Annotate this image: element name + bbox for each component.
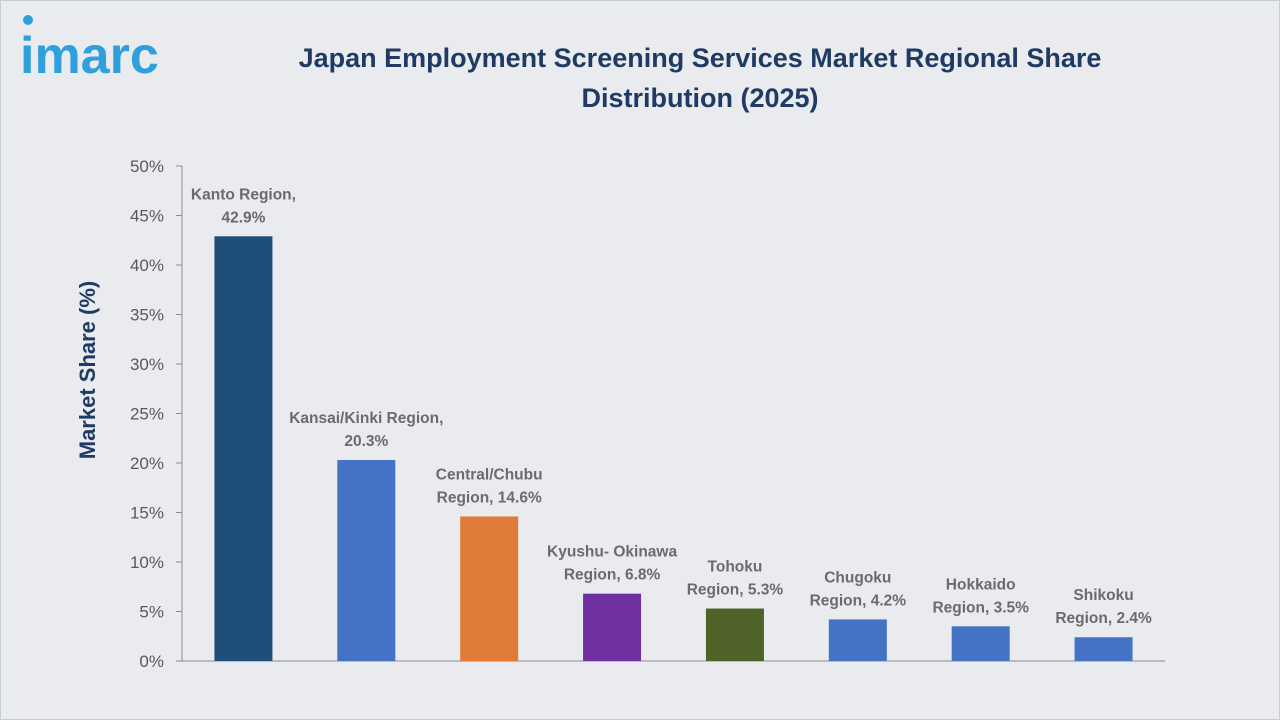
y-tick-label: 20%	[130, 454, 164, 473]
y-tick-label: 30%	[130, 355, 164, 374]
data-label-5: Region, 5.3%	[687, 582, 784, 599]
bar-7	[951, 626, 1010, 661]
data-label-6: Region, 4.2%	[810, 592, 907, 609]
logo-dot	[23, 15, 33, 25]
data-label-2: 20.3%	[344, 433, 388, 450]
data-label-2: Kansai/Kinki Region,	[289, 410, 443, 427]
bar-5	[705, 608, 764, 661]
chart-title-line-1: Japan Employment Screening Services Mark…	[298, 43, 1102, 73]
data-label-1: Kanto Region,	[191, 186, 296, 203]
logo-text: imarc	[20, 27, 159, 85]
chart-title: Japan Employment Screening Services Mark…	[230, 38, 1170, 118]
chart-title-line-2: Distribution (2025)	[581, 83, 819, 113]
bar-1	[214, 236, 273, 662]
y-tick-label: 40%	[130, 256, 164, 275]
data-label-5: Tohoku	[708, 559, 763, 576]
y-tick-label: 10%	[130, 553, 164, 572]
data-label-8: Region, 2.4%	[1055, 610, 1152, 627]
imarc-logo: imarc	[20, 8, 205, 88]
bar-3	[460, 516, 519, 661]
data-label-4: Kyushu- Okinawa	[547, 544, 677, 561]
y-tick-label: 45%	[130, 207, 164, 226]
data-label-7: Hokkaido	[946, 576, 1016, 593]
bar-8	[1074, 637, 1133, 661]
bar-6	[828, 619, 887, 661]
data-label-4: Region, 6.8%	[564, 567, 661, 584]
data-label-1: 42.9%	[221, 209, 265, 226]
bar-4	[583, 593, 642, 661]
data-label-7: Region, 3.5%	[932, 599, 1029, 616]
y-tick-label: 15%	[130, 504, 164, 523]
y-tick-label: 0%	[139, 652, 164, 671]
y-tick-label: 50%	[130, 157, 164, 176]
data-label-6: Chugoku	[824, 569, 891, 586]
data-label-3: Central/Chubu	[436, 466, 543, 483]
y-tick-label: 35%	[130, 306, 164, 325]
data-label-3: Region, 14.6%	[437, 489, 542, 506]
bar-2	[337, 460, 396, 661]
y-tick-label: 25%	[130, 405, 164, 424]
y-tick-label: 5%	[139, 603, 164, 622]
data-label-8: Shikoku	[1073, 587, 1133, 604]
